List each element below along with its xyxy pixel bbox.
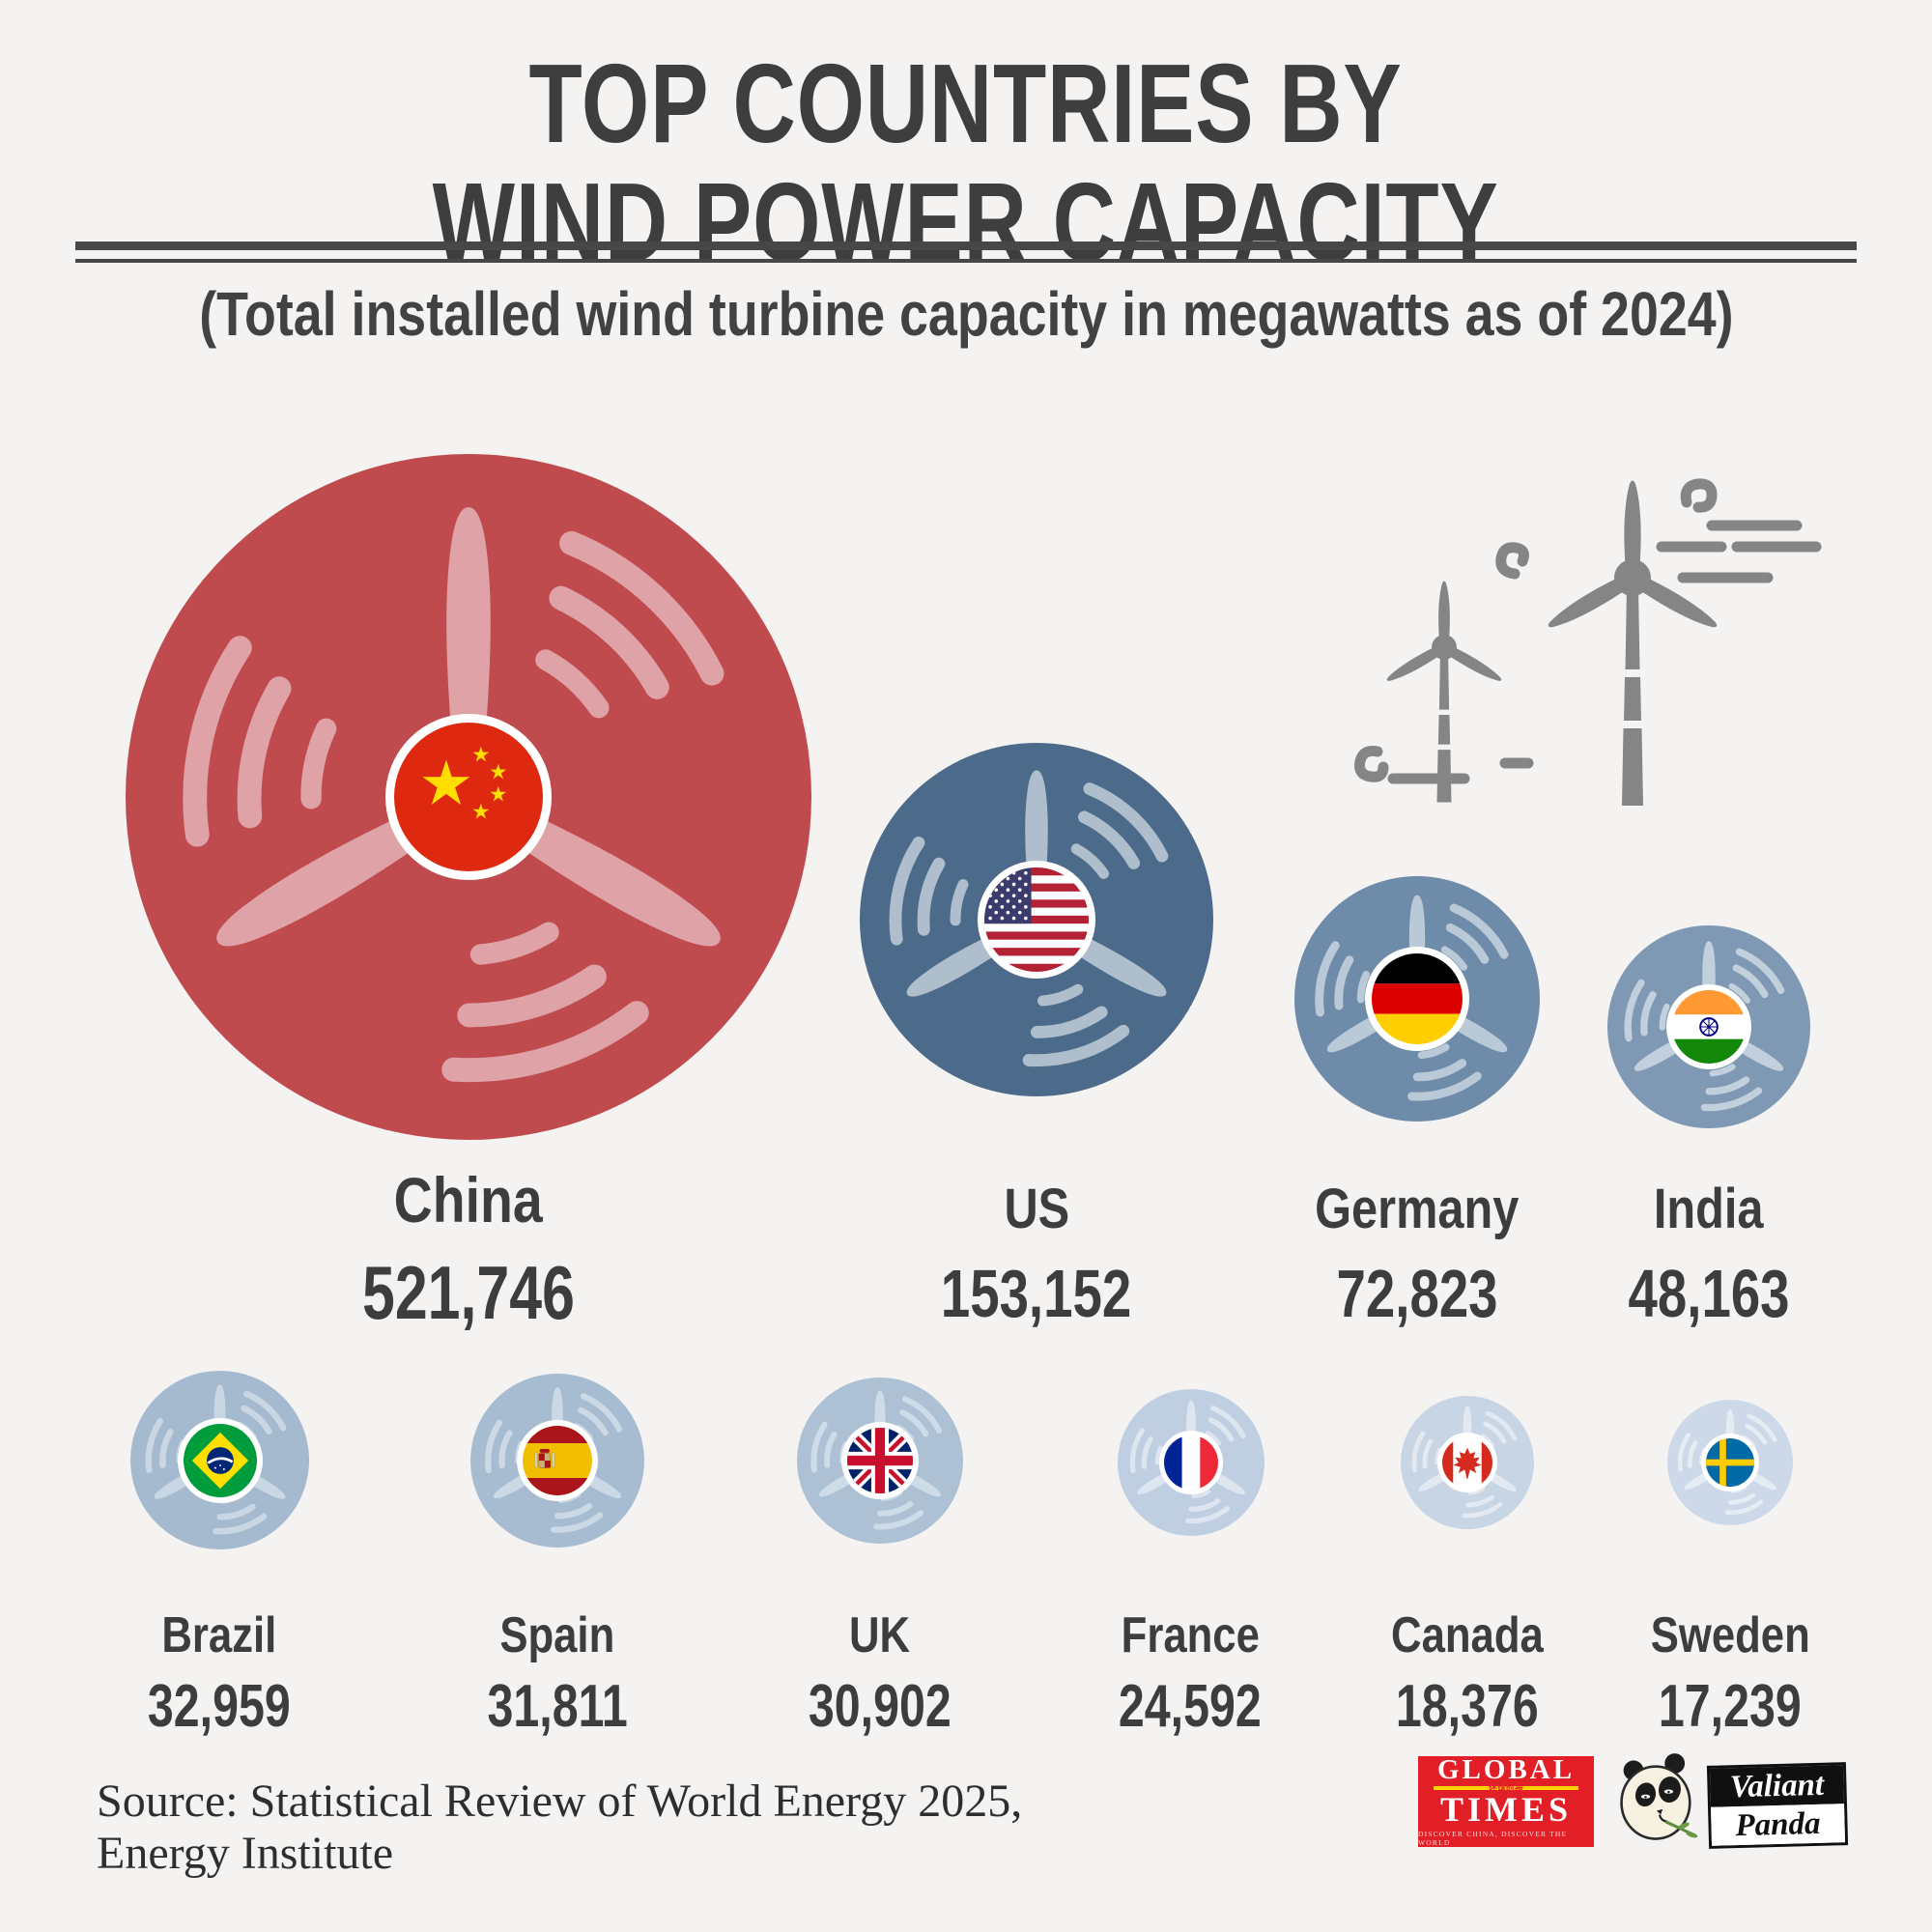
caption-uk: UK 30,902 [668,1609,1093,1741]
country-name: India [1654,1178,1764,1240]
bubble-us [860,743,1213,1096]
title-line-1: TOP COUNTRIES BY [528,41,1404,166]
caption-us: US 153,152 [824,1178,1249,1332]
country-value: 153,152 [941,1255,1132,1331]
uk-flag-icon [841,1422,919,1499]
valiant-panda-logo: Valiant Panda [1706,1762,1849,1849]
sweden-flag-icon [1701,1434,1759,1492]
chart-subtitle: (Total installed wind turbine capacity i… [198,279,1734,349]
country-value: 24,592 [1119,1672,1262,1740]
global-times-logo-text: TIMES [1439,1790,1573,1829]
global-times-tagline: DISCOVER CHINA, DISCOVER THE WORLD [1418,1830,1568,1847]
country-name: Spain [499,1607,615,1663]
bubble-sweden [1667,1400,1793,1525]
country-value: 17,239 [1659,1672,1802,1740]
germany-flag-icon [1365,947,1469,1051]
country-value: 31,811 [487,1672,628,1740]
bubble-brazil [130,1371,309,1549]
panda-icon [1620,1753,1698,1840]
country-value: 32,959 [148,1672,291,1740]
country-value: 18,376 [1396,1672,1539,1740]
bubble-china [126,454,811,1140]
india-flag-icon [1666,984,1751,1069]
country-name: Germany [1315,1178,1520,1240]
country-value: 48,163 [1628,1255,1790,1331]
country-name: Brazil [161,1607,277,1663]
brazil-flag-icon [177,1417,263,1503]
caption-spain: Spain 31,811 [345,1609,770,1741]
caption-china: China 521,746 [256,1164,681,1337]
wind-turbines-decoration-icon [1354,478,1822,806]
spain-flag-icon [517,1420,598,1501]
country-name: Canada [1391,1607,1544,1663]
caption-sweden: Sweden 17,239 [1518,1609,1932,1741]
global-times-logo: GLOBAL 环球时报 TIMES DISCOVER CHINA, DISCOV… [1418,1756,1594,1847]
bubble-uk [797,1378,963,1544]
global-times-logo-text: GLOBAL [1436,1754,1576,1785]
caption-france: France 24,592 [978,1609,1403,1741]
country-value: 72,823 [1336,1255,1498,1331]
caption-brazil: Brazil 32,959 [7,1609,432,1741]
country-value: 30,902 [809,1672,952,1740]
country-value: 521,746 [362,1250,575,1336]
country-name: France [1121,1607,1260,1663]
us-flag-icon [978,861,1095,979]
caption-canada: Canada 18,376 [1255,1609,1680,1741]
country-name: US [1004,1178,1069,1240]
country-name: China [393,1164,544,1236]
source-line-2: Energy Institute [97,1827,394,1879]
country-name: UK [849,1607,911,1663]
france-flag-icon [1159,1431,1223,1494]
bubble-canada [1401,1396,1534,1529]
bubble-spain [470,1374,644,1548]
canada-flag-icon [1437,1433,1497,1492]
caption-india: India 48,163 [1496,1178,1921,1332]
valiant-panda-logo-text: Panda [1711,1804,1846,1846]
global-times-chinese-text: 环球时报 [1434,1786,1578,1790]
title-line-2: WIND POWER CAPACITY [433,158,1499,285]
title-separator [75,242,1857,263]
china-flag-icon [385,714,552,880]
source-line-1: Source: Statistical Review of World Ener… [97,1776,1023,1827]
page-title: TOP COUNTRIES BY WIND POWER CAPACITY [0,44,1932,282]
bubble-india [1607,925,1810,1128]
country-name: Sweden [1650,1607,1810,1663]
bubble-france [1118,1389,1264,1536]
valiant-panda-logo-text: Valiant [1709,1765,1844,1807]
bubble-germany [1294,876,1540,1122]
caption-germany: Germany 72,823 [1205,1178,1630,1332]
source-note: Source: Statistical Review of World Ener… [97,1776,1022,1880]
